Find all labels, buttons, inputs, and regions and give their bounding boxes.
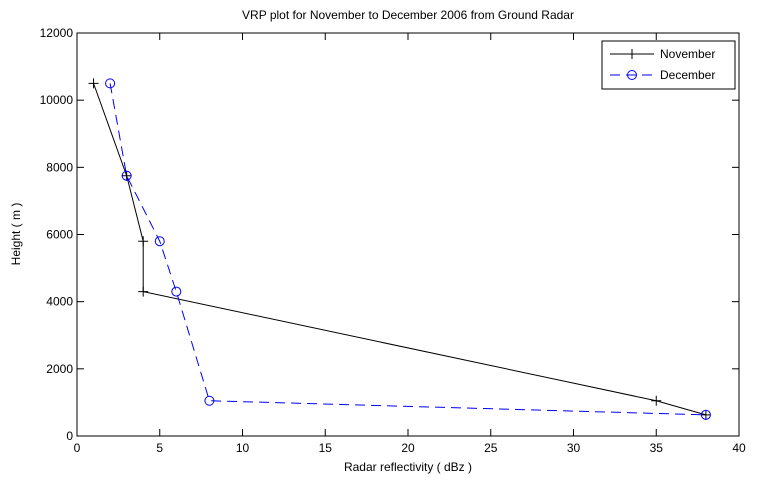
x-tick-label: 15 <box>319 441 333 455</box>
legend-marker <box>627 49 637 59</box>
x-axis-label: Radar reflectivity ( dBz ) <box>344 460 472 474</box>
data-point-november <box>700 409 711 420</box>
data-point-november <box>88 78 99 89</box>
data-point-december <box>204 395 215 406</box>
legend-item-december: December <box>610 68 715 82</box>
x-tick-label: 25 <box>484 441 498 455</box>
legend: November December <box>601 40 736 90</box>
x-tick-label: 5 <box>156 441 163 455</box>
x-tick-label: 40 <box>732 441 746 455</box>
data-point-november <box>651 395 662 406</box>
legend-marker <box>627 70 637 80</box>
y-tick-label: 2000 <box>46 362 73 376</box>
legend-label: November <box>660 47 715 61</box>
data-point-november <box>138 236 149 247</box>
axes: 0 5 10 15 20 25 30 35 40 0 2000 4000 6000 8000 10000 12… <box>40 26 746 455</box>
data-point-december <box>105 78 116 89</box>
y-tick-label: 4000 <box>46 295 73 309</box>
series-line-december <box>109 83 706 416</box>
y-tick-label: 10000 <box>40 93 74 107</box>
series-december <box>105 78 711 420</box>
data-point-december <box>154 236 165 247</box>
data-point-november <box>138 286 149 297</box>
series-group <box>88 78 711 420</box>
legend-label: December <box>660 68 715 82</box>
chart-title: VRP plot for November to December 2006 f… <box>242 8 574 22</box>
x-tick-label: 30 <box>567 441 581 455</box>
data-point-november <box>121 170 132 181</box>
data-point-december <box>121 170 132 181</box>
data-point-december <box>700 409 711 420</box>
series-line-november <box>93 83 707 416</box>
y-axis-label: Height ( m ) <box>9 203 23 266</box>
y-tick-label: 0 <box>66 429 73 443</box>
x-tick-label: 20 <box>401 441 415 455</box>
x-tick-label: 35 <box>650 441 664 455</box>
y-tick-label: 8000 <box>46 160 73 174</box>
x-tick-label: 10 <box>236 441 250 455</box>
legend-box <box>601 40 736 90</box>
y-tick-label: 12000 <box>40 26 74 40</box>
series-november <box>88 78 711 420</box>
data-point-december <box>171 286 182 297</box>
y-tick-label: 6000 <box>46 228 73 242</box>
x-tick-label: 0 <box>74 441 81 455</box>
legend-item-november: November <box>610 47 715 61</box>
